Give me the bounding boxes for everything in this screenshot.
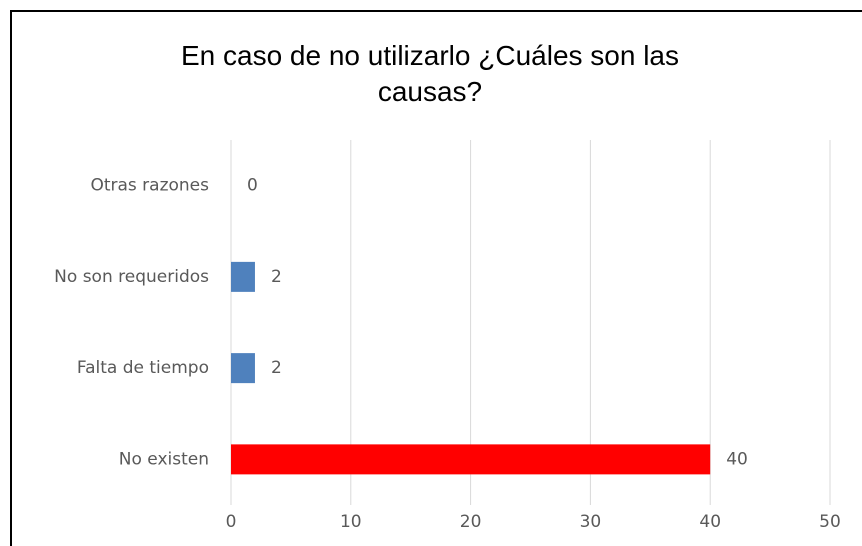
chart-border (10, 10, 862, 546)
x-tick-label: 20 (460, 512, 482, 532)
y-tick-label: Otras razones (90, 176, 209, 196)
x-tick-label: 50 (819, 512, 841, 532)
y-tick-label: No son requeridos (54, 267, 209, 287)
chart-title: En caso de no utilizarlo ¿Cuáles son las… (180, 40, 680, 107)
data-label: 2 (271, 267, 282, 287)
y-tick-label: No existen (119, 449, 209, 469)
data-label: 40 (726, 449, 748, 469)
bar (231, 353, 255, 384)
x-tick-label: 40 (699, 512, 721, 532)
x-tick-label: 0 (226, 512, 237, 532)
data-label: 2 (271, 358, 282, 378)
x-tick-label: 30 (580, 512, 602, 532)
data-label: 0 (247, 176, 258, 196)
x-tick-label: 10 (340, 512, 362, 532)
bar (231, 261, 255, 292)
bar (231, 444, 711, 475)
y-tick-label: Falta de tiempo (77, 358, 209, 378)
